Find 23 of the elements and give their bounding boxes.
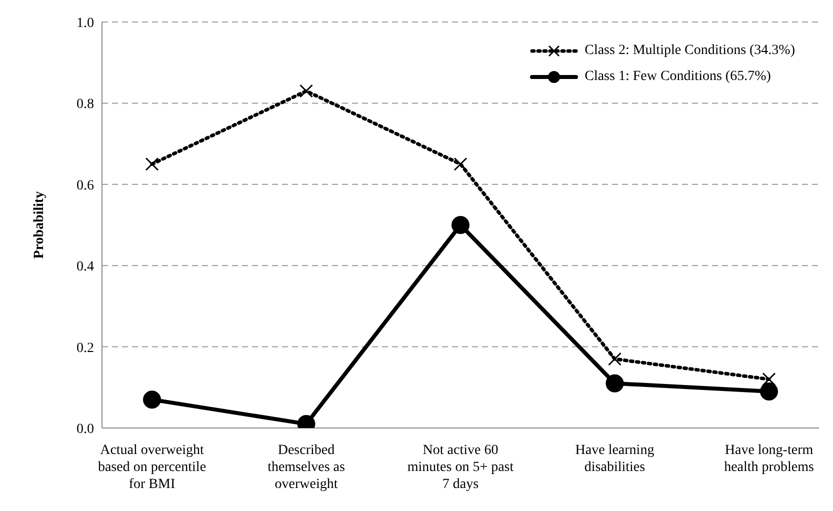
point [300,84,313,98]
x-tick-label: Have learning disabilities [575,443,654,475]
y-tick-label: 0.2 [76,340,94,356]
point [760,382,778,400]
legend-label: Class 2: Multiple Conditions (34.3%) [584,42,795,60]
x-tick-label: Actual overweight based on percentile for BMI [98,443,206,492]
point [608,352,622,366]
x-tick-label: Described themselves as overweight [268,443,345,492]
y-tick-label: 0.8 [76,97,94,112]
y-tick-label: 0.6 [76,178,94,194]
point [762,372,776,386]
y-axis-title: Probability [32,191,47,259]
point [143,390,161,409]
y-tick-label: 0.4 [76,260,94,275]
y-tick-label: 0.0 [76,422,94,437]
point [606,374,624,392]
x-tick-label: Not active 60 minutes on 5+ past 7 days [407,443,514,492]
point [452,216,470,234]
x-tick-label: Have long-term health problems [724,443,814,475]
point [454,157,468,171]
legend-label: Class 1: Few Conditions (65.7%) [584,68,771,86]
point [145,157,159,171]
y-tick-label: 1.0 [76,16,94,31]
